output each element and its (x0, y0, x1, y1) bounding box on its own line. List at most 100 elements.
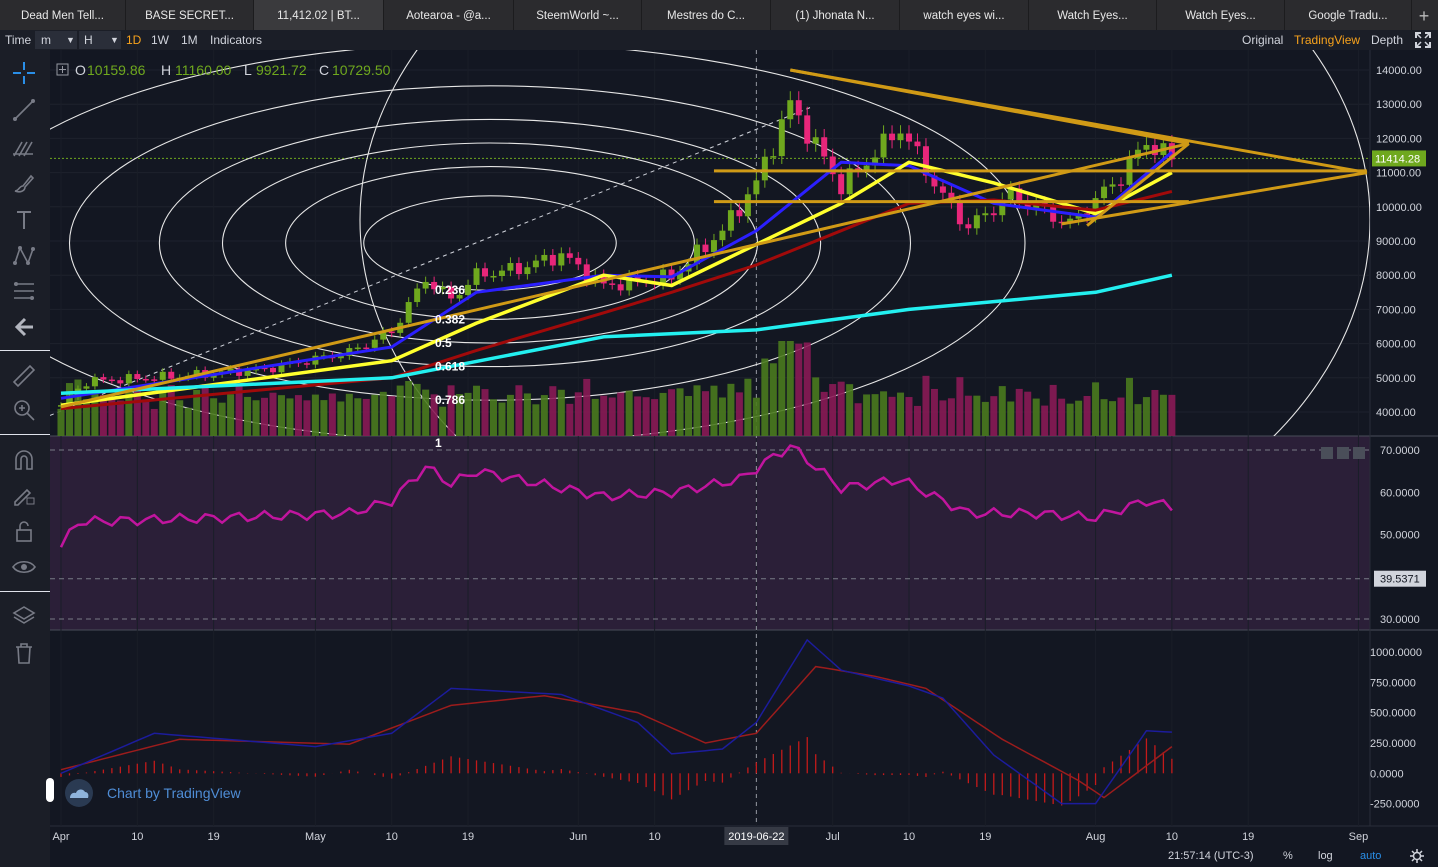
volume-bar (422, 389, 430, 436)
fullscreen-icon[interactable] (1415, 32, 1431, 48)
browser-tab-active[interactable]: 11,412.02 | BT... (254, 0, 384, 30)
moving-average-line (60, 150, 1173, 400)
candle-body (761, 156, 768, 181)
price-tick-label: 5000.00 (1376, 373, 1416, 385)
view-depth[interactable]: Depth (1371, 33, 1404, 47)
interval-1d[interactable]: 1D (126, 33, 142, 47)
back-arrow-icon[interactable] (11, 314, 37, 340)
time-tick-label: 19 (979, 831, 991, 843)
indicators-button[interactable]: Indicators (210, 33, 263, 47)
candle-body (914, 141, 921, 147)
volume-bar (439, 406, 447, 436)
percent-scale-button[interactable]: % (1283, 850, 1293, 862)
volume-bar (1075, 400, 1083, 436)
volume-bar (1024, 391, 1032, 436)
layers-icon[interactable] (11, 603, 37, 629)
pane-close-icon[interactable] (1353, 447, 1365, 459)
volume-bar (65, 383, 73, 436)
candle-body (753, 180, 760, 195)
browser-tab[interactable]: (1) Jhonata N... (771, 0, 900, 30)
moving-average-line (60, 189, 1173, 411)
chart-area[interactable]: 0.236 0.382 0.5 0.618 0.786 1 14000.00 13000.0… (50, 50, 1438, 846)
lock-icon[interactable] (11, 518, 37, 544)
triangle-upper-extension (790, 68, 1368, 175)
chart-toolbar: Time m ▼ H ▼ 1D 1W 1M Indicators Origina… (0, 30, 1438, 50)
volume-bar (930, 388, 938, 436)
price-tick-label: 4000.00 (1376, 407, 1416, 419)
browser-tab[interactable]: SteemWorld ~... (514, 0, 642, 30)
volume-bar (150, 408, 158, 436)
candle-body (931, 175, 938, 187)
collapse-legend-icon[interactable] (56, 63, 70, 77)
volume-bar (846, 384, 854, 436)
macd-line (60, 638, 1172, 805)
browser-tab[interactable]: watch eyes wi... (900, 0, 1029, 30)
volume-bar (1092, 382, 1100, 436)
fib-circle (50, 50, 1026, 436)
volume-bar (345, 393, 353, 436)
volume-bar (210, 398, 218, 436)
interval-1m[interactable]: 1M (181, 33, 198, 47)
candle-body (117, 380, 124, 384)
fib-tool-icon[interactable] (11, 278, 37, 304)
minute-select[interactable]: m ▼ (35, 31, 77, 49)
fib-trend-line (50, 107, 811, 416)
toolbar-divider (0, 350, 50, 351)
auto-scale-button[interactable]: auto (1360, 850, 1382, 862)
volume-bar (939, 400, 947, 436)
candle-body (66, 397, 73, 406)
candle-body (1016, 188, 1023, 203)
pane-up-icon[interactable] (1321, 447, 1333, 459)
trash-icon[interactable] (11, 640, 37, 666)
pattern-tool-icon[interactable] (11, 243, 37, 269)
volume-bar (897, 392, 905, 436)
view-original[interactable]: Original (1242, 33, 1284, 47)
volume-bar (388, 396, 396, 436)
pitchfork-icon[interactable] (11, 134, 37, 160)
trend-line-icon[interactable] (11, 97, 37, 123)
browser-tab[interactable]: BASE SECRET... (126, 0, 254, 30)
candle-body (634, 275, 641, 282)
close-value: 10729.50 (332, 62, 391, 78)
macd-tick-label: -250.0000 (1370, 799, 1420, 811)
new-tab-button[interactable]: + (1418, 6, 1430, 26)
volume-bar (608, 397, 616, 436)
candle-body (889, 133, 896, 141)
volume-bar (277, 395, 285, 436)
log-scale-button[interactable]: log (1318, 850, 1333, 862)
price-tick-label: 14000.00 (1376, 65, 1422, 77)
ruler-icon[interactable] (11, 363, 37, 389)
pane-controls[interactable] (1321, 447, 1365, 459)
volume-bar (820, 391, 828, 436)
browser-tab[interactable]: Google Tradu... (1285, 0, 1412, 30)
side-toggle[interactable] (46, 778, 54, 802)
browser-tab[interactable]: Watch Eyes... (1157, 0, 1285, 30)
browser-tab[interactable]: Mestres do C... (642, 0, 771, 30)
candle-body (244, 370, 251, 376)
candle-body (710, 240, 717, 253)
brush-icon[interactable] (11, 171, 37, 197)
browser-tab[interactable]: Watch Eyes... (1029, 0, 1157, 30)
rsi-indicator (50, 444, 1370, 620)
view-tradingview[interactable]: TradingView (1294, 33, 1361, 47)
browser-tab[interactable]: Aotearoa - @a... (384, 0, 514, 30)
stay-drawing-icon[interactable] (11, 482, 37, 508)
crosshair-icon[interactable] (11, 60, 37, 86)
zoom-in-icon[interactable] (11, 397, 37, 423)
time-tick-label: Jun (569, 831, 587, 843)
interval-1w[interactable]: 1W (151, 33, 169, 47)
eye-icon[interactable] (11, 554, 37, 580)
settings-gear-icon[interactable] (1410, 849, 1424, 863)
candle-body (1007, 188, 1014, 200)
price-tick-label: 8000.00 (1376, 270, 1416, 282)
pane-down-icon[interactable] (1337, 447, 1349, 459)
text-tool-icon[interactable] (11, 207, 37, 233)
browser-tab[interactable]: Dead Men Tell... (0, 0, 126, 30)
volume-bar (727, 383, 735, 436)
grid (50, 50, 1370, 826)
time-tick-label: 10 (131, 831, 143, 843)
rsi-pane-background (50, 436, 1370, 630)
magnet-icon[interactable] (11, 447, 37, 473)
hour-select[interactable]: H ▼ (79, 31, 121, 49)
fib-level-label: 0.5 (435, 336, 452, 350)
